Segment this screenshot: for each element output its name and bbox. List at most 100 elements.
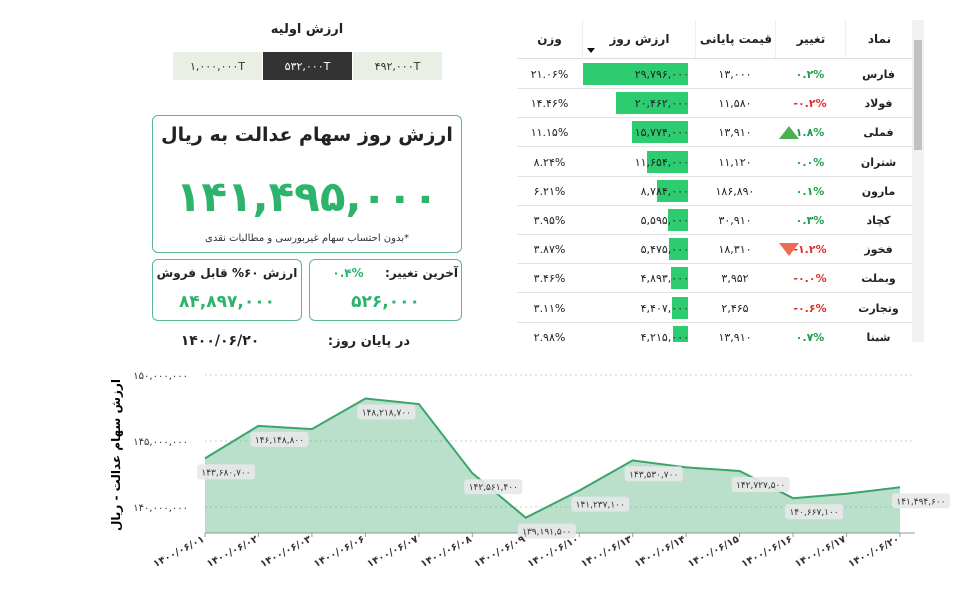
value-label-bg bbox=[357, 404, 416, 420]
table-cell: -۰.۲% bbox=[793, 97, 827, 111]
table-cell: ۰.۱% bbox=[795, 184, 825, 198]
value-label: ۱۴۱,۴۹۴,۶۰۰ bbox=[896, 497, 945, 507]
table-cell: -۰.۶% bbox=[793, 301, 827, 315]
value-bar bbox=[672, 296, 688, 319]
table-cell: ۰.۷% bbox=[795, 330, 825, 342]
y-axis-label: ارزش سهام عدالت - ریال bbox=[109, 379, 124, 531]
scroll-thumb bbox=[914, 40, 922, 150]
value-label: ۱۴۱,۲۳۷,۱۰۰ bbox=[576, 501, 625, 511]
table-cell: ۰.۳% bbox=[795, 214, 825, 227]
value-label-bg bbox=[571, 496, 630, 512]
row-separator bbox=[517, 146, 912, 148]
option-button[interactable]: ۱,۰۰۰,۰۰۰T bbox=[173, 52, 262, 80]
summary-value: ۱۴۱,۴۹۵,۰۰۰ bbox=[175, 172, 439, 221]
value-bar bbox=[668, 238, 688, 261]
table-cell: کچاد bbox=[866, 214, 891, 227]
table-cell: -۱.۲% bbox=[793, 243, 827, 257]
value-bar bbox=[673, 325, 688, 342]
table-cell: فخوز bbox=[864, 243, 893, 257]
sellable-label: ارزش ۶۰% قابل فروش bbox=[156, 266, 298, 280]
table-cell: ۱۳,۹۱۰ bbox=[718, 330, 752, 342]
table-cell: فملی bbox=[863, 126, 894, 140]
option-button[interactable]: ۴۹۲,۰۰۰T bbox=[353, 52, 442, 80]
value-label: ۱۳۹,۱۹۱,۵۰۰ bbox=[522, 528, 571, 538]
row-separator bbox=[517, 88, 912, 89]
column-header: نماد bbox=[845, 20, 912, 59]
value-bar bbox=[668, 209, 688, 231]
table-cell: ۲۰,۴۶۲,۰۰۰ bbox=[634, 97, 689, 111]
value-label: ۱۴۰,۶۶۷,۱۰۰ bbox=[789, 508, 838, 518]
x-tick-label: ۱۴۰۰/۰۶/۱۰ bbox=[526, 534, 581, 570]
table-cell: ۲۱.۰۶% bbox=[530, 68, 569, 81]
table-cell: ۲۹,۷۹۶,۰۰۰ bbox=[634, 68, 689, 81]
table-cell: ۱۴.۴۶% bbox=[530, 97, 569, 111]
x-tick-label: ۱۴۰۰/۰۶/۱۷ bbox=[793, 534, 848, 570]
option-button[interactable]: ۵۳۲,۰۰۰T bbox=[263, 52, 352, 80]
table-cell: فولاد bbox=[864, 97, 893, 111]
row-separator bbox=[517, 117, 912, 119]
change-arrow bbox=[779, 126, 799, 140]
table-cell: ۸.۲۴% bbox=[533, 155, 566, 169]
value-label-bg bbox=[464, 479, 523, 495]
value-bar bbox=[583, 63, 688, 85]
table-cell: ۲,۴۶۵ bbox=[721, 301, 749, 315]
x-tick-label: ۱۴۰۰/۰۶/۰۸ bbox=[419, 534, 474, 570]
table-cell: ۱۳,۹۱۰ bbox=[718, 126, 752, 140]
table-cell: ۱۸,۳۱۰ bbox=[718, 243, 752, 257]
value-label-bg bbox=[785, 504, 844, 520]
table-cell: ۳.۴۶% bbox=[533, 272, 566, 286]
x-tick-label: ۱۴۰۰/۰۶/۰۶ bbox=[312, 534, 367, 570]
table-cell: ۳۰,۹۱۰ bbox=[718, 214, 752, 227]
table-cell: ۸,۷۸۴,۰۰۰ bbox=[640, 184, 689, 198]
x-tick-label: ۱۴۰۰/۰۶/۰۱ bbox=[152, 534, 207, 570]
column-header: تغییر bbox=[775, 20, 846, 59]
table-cell: ۴,۲۱۵,۰۰۰ bbox=[640, 330, 689, 342]
table-cell: ۱۸۶,۸۹۰ bbox=[715, 184, 755, 198]
change-arrow bbox=[779, 243, 799, 257]
sellable-value: ۸۴,۸۹۷,۰۰۰ bbox=[179, 292, 275, 312]
table-cell: شتران bbox=[860, 155, 897, 169]
table: نماد تغییر قیمت پایانی ارزش روز وزن فارس ۰.۲% ۱… bbox=[517, 20, 912, 342]
value-label-bg bbox=[624, 466, 683, 482]
change-value: ۵۲۶,۰۰۰ bbox=[351, 292, 420, 312]
x-tick-label: ۱۴۰۰/۰۶/۱۳ bbox=[579, 534, 634, 570]
change-percent: ۰.۴% bbox=[332, 266, 364, 280]
row-separator bbox=[517, 321, 912, 323]
x-tick-label: ۱۴۰۰/۰۶/۰۷ bbox=[366, 534, 421, 570]
value-bar bbox=[615, 92, 688, 115]
value-label-bg bbox=[197, 464, 255, 480]
table-cell: ۱۱,۱۲۰ bbox=[718, 155, 752, 169]
change-label: آخرین تغییر: bbox=[384, 266, 458, 280]
row-separator bbox=[517, 292, 912, 294]
table-cell: ۰.۲% bbox=[795, 68, 825, 81]
table-cell: وتجارت bbox=[858, 301, 899, 315]
table-cell: ۵,۵۹۵,۰۰۰ bbox=[640, 214, 689, 227]
x-tick-label: ۱۴۰۰/۰۶/۰۲ bbox=[205, 534, 260, 570]
value-bar bbox=[646, 150, 688, 173]
table-cell: ۴,۸۹۳,۰۰۰ bbox=[640, 272, 689, 286]
table-cell: ۳.۸۷% bbox=[533, 243, 566, 257]
area-line bbox=[204, 397, 901, 519]
table-cell: ۵,۴۷۵,۰۰۰ bbox=[640, 243, 689, 257]
end-of-day-date: ۱۴۰۰/۰۶/۲۰ bbox=[180, 333, 260, 349]
summary-title: ارزش روز سهام عدالت به ریال bbox=[161, 124, 453, 146]
x-tick-label: ۱۴۰۰/۰۶/۱۵ bbox=[686, 534, 741, 570]
value-label-bg bbox=[731, 476, 790, 492]
y-tick-label: ۱۴۰,۰۰۰,۰۰۰ bbox=[133, 503, 188, 514]
row-separator bbox=[517, 234, 912, 235]
value-label: ۱۴۳,۶۸۰,۷۰۰ bbox=[201, 468, 250, 478]
value-bar bbox=[632, 121, 688, 144]
table-cell: ۳.۱۱% bbox=[533, 301, 566, 315]
x-tick-label: ۱۴۰۰/۰۶/۰۹ bbox=[472, 534, 527, 570]
table-cell: ۱۳,۰۰۰ bbox=[718, 68, 752, 81]
row-separator bbox=[517, 263, 912, 265]
table-cell: ۶.۲۱% bbox=[533, 184, 566, 198]
table-cell: ۳.۹۵% bbox=[533, 214, 566, 227]
value-label: ۱۴۲,۷۲۷,۵۰۰ bbox=[736, 481, 785, 491]
column-header: قیمت پایانی bbox=[695, 20, 776, 59]
x-tick-label: ۱۴۰۰/۰۶/۱۴ bbox=[633, 534, 688, 570]
x-tick-label: ۱۴۰۰/۰۶/۲۰ bbox=[847, 534, 902, 570]
table-cell: ۲.۹۸% bbox=[533, 330, 566, 342]
y-tick-label: ۱۴۵,۰۰۰,۰۰۰ bbox=[133, 437, 188, 448]
